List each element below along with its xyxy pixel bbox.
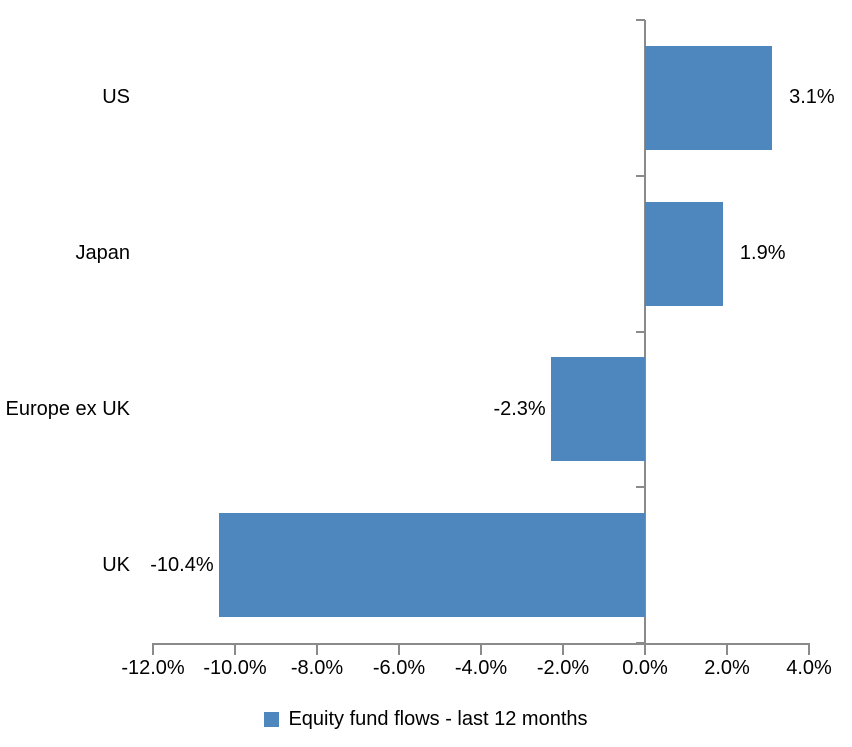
x-axis-tick — [480, 645, 482, 655]
category-label: UK — [102, 553, 130, 576]
bar — [645, 201, 723, 306]
category-tick — [636, 330, 645, 333]
x-axis-tick — [316, 645, 318, 655]
value-label: 1.9% — [739, 242, 786, 265]
x-axis-tick — [808, 645, 810, 655]
category-label: Europe ex UK — [5, 397, 130, 420]
bar — [645, 45, 773, 150]
x-axis-tick — [644, 645, 646, 655]
x-axis-tick — [562, 645, 564, 655]
category-tick — [636, 19, 645, 21]
category-tick — [636, 174, 645, 177]
x-tick-label: -2.0% — [536, 657, 590, 679]
x-axis-tick — [726, 645, 728, 655]
x-axis-tick — [398, 645, 400, 655]
x-tick-label: -10.0% — [203, 657, 267, 679]
legend-swatch-icon — [264, 711, 280, 727]
x-tick-label: -12.0% — [121, 657, 185, 679]
x-tick-label: -8.0% — [290, 657, 344, 679]
value-label: -2.3% — [493, 397, 546, 420]
x-axis-tick — [152, 645, 154, 655]
x-tick-label: 2.0% — [704, 657, 750, 679]
bar — [218, 513, 645, 618]
x-axis-line — [152, 643, 810, 645]
category-label: US — [102, 86, 130, 109]
x-tick-label: -6.0% — [372, 657, 426, 679]
category-label: Japan — [75, 242, 131, 265]
bar — [550, 357, 645, 462]
value-label: -10.4% — [150, 553, 214, 576]
value-label: 3.1% — [789, 86, 835, 109]
legend-label: Equity fund flows - last 12 months — [288, 707, 588, 730]
x-tick-label: 4.0% — [786, 657, 832, 679]
x-tick-label: 0.0% — [622, 657, 668, 679]
legend: Equity fund flows - last 12 months — [0, 704, 852, 734]
category-tick — [636, 642, 645, 644]
category-tick — [636, 486, 645, 489]
x-axis-tick — [234, 645, 236, 655]
x-tick-label: -4.0% — [454, 657, 508, 679]
y-axis-line — [644, 20, 646, 645]
